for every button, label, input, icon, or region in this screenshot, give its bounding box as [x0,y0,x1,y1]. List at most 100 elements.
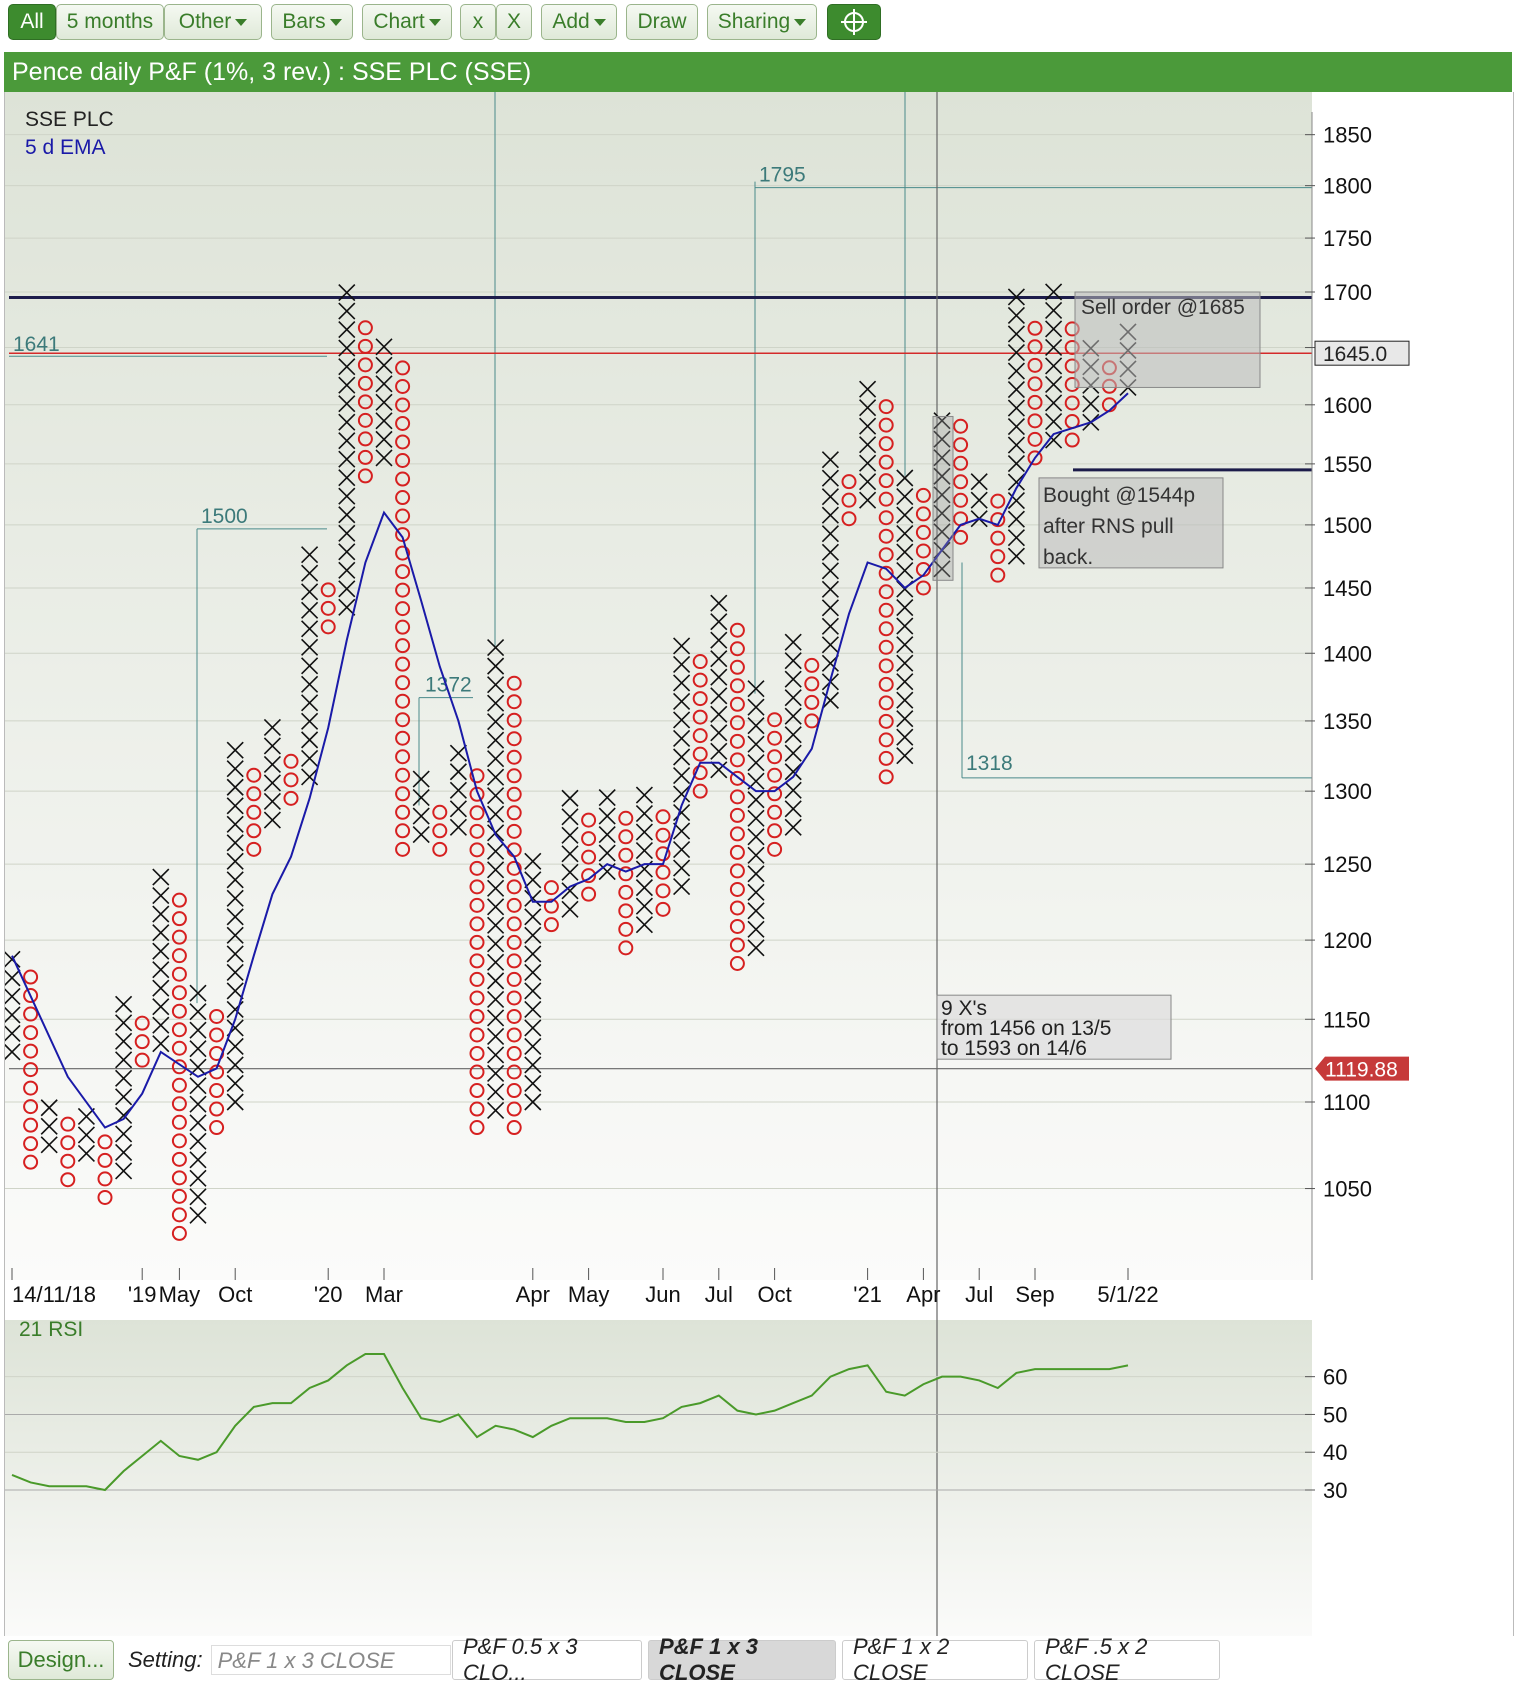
o-mark [804,694,820,710]
x-mark [226,871,244,889]
o-mark [506,1101,522,1117]
o-mark [1027,357,1043,373]
o-mark [395,397,411,413]
setting-select[interactable]: P&F 1 x 3 CLOSE [210,1645,451,1675]
x-mark [933,504,951,522]
x-mark [375,430,393,448]
o-mark [506,1064,522,1080]
o-mark [469,971,485,987]
chart-menu[interactable]: Chart [362,4,452,40]
design-button[interactable]: Design... [8,1640,114,1680]
x-column [412,770,430,844]
period-button[interactable]: 5 months [56,4,164,40]
o-mark [692,728,708,744]
x-mark [375,338,393,356]
o-mark [581,886,597,902]
current-price-label: 1645.0 [1323,343,1387,366]
o-column [767,712,783,857]
x-mark [487,1009,505,1027]
o-mark [171,892,187,908]
x-mark [115,995,133,1013]
x-mark [784,763,802,781]
x-mark [487,953,505,971]
draw-button[interactable]: Draw [626,4,698,40]
o-mark [171,1225,187,1241]
x-mark [673,878,691,896]
x-mark [226,760,244,778]
add-menu[interactable]: Add [541,4,617,40]
all-button[interactable]: All [8,4,56,40]
o-mark [655,864,671,880]
x-mark [859,417,877,435]
o-mark [283,790,299,806]
crosshair-button[interactable] [827,4,881,40]
x-mark [673,766,691,785]
x-mark [301,546,319,564]
x-mark [598,788,616,807]
sell-order-text: Sell order @1685 [1081,296,1245,319]
bought-box [1038,477,1224,569]
o-mark [581,812,597,828]
y-axis: 1050 1100 1150 1200 1250 1300 1350 1400 1450 1500… [1305,112,1410,1280]
x-mark [635,805,653,823]
o-mark [469,823,485,839]
x-mark [3,1043,21,1061]
o-mark [246,786,262,802]
tab-pnf-1x3[interactable]: P&F 1 x 3 CLOSE [648,1634,836,1685]
o-mark [841,474,857,490]
crosshair-price-tag [1315,1056,1409,1081]
x-column [710,594,728,779]
o-column [97,1134,113,1205]
tab-pnf-05x2[interactable]: P&F .5 x 2 CLOSE [1034,1634,1220,1685]
o-mark [953,492,969,508]
o-mark [357,375,373,391]
x-small-button[interactable]: x [460,4,496,40]
x-column [301,546,319,786]
o-column [841,474,857,527]
x-mark [747,791,765,809]
x-mark [487,657,505,675]
o-mark [1027,413,1043,429]
x-mark [263,755,281,774]
setting-group: Setting: P&F 1 x 3 CLOSE [118,1640,483,1680]
o-mark [23,1006,39,1022]
o-mark [469,953,485,969]
o-mark [357,357,373,373]
sharing-menu[interactable]: Sharing [707,4,817,40]
tab-pnf-1x2[interactable]: P&F 1 x 2 CLOSE [842,1634,1028,1685]
target-lines: 1641 1500 1372 1795 1318 [9,92,1312,1004]
x-mark [77,1144,95,1163]
o-column [283,753,299,806]
o-mark [357,468,373,484]
pnf-chart[interactable]: 1641 1500 1372 1795 1318 Sell order @1685 Bou… [3,92,1513,1640]
o-column [878,399,894,785]
other-menu[interactable]: Other [164,4,262,40]
x-mark [859,491,877,509]
o-mark [395,508,411,524]
o-mark [395,656,411,672]
o-column [581,812,597,902]
x-mark [338,339,356,357]
x-mark [301,749,319,767]
o-mark [543,880,559,896]
bought-text: after RNS pull [1043,515,1174,538]
tab-pnf-05x3[interactable]: P&F 0.5 x 3 CLO... [452,1634,642,1685]
o-mark [506,1120,522,1136]
o-mark [395,823,411,839]
x-mark [821,691,839,709]
o-mark [171,1022,187,1038]
o-mark [878,695,894,711]
x-tick-label: May [568,1282,610,1307]
bars-menu[interactable]: Bars [271,4,353,40]
x-column [747,680,765,957]
count-text: from 1456 on 13/5 [941,1017,1111,1040]
chart-frame: 1641 1500 1372 1795 1318 Sell order @1685 Bou… [3,92,1514,1640]
x-mark [524,1019,542,1037]
price-panel-bg [5,92,1312,1280]
x-mark [821,506,839,524]
x-big-button[interactable]: X [496,4,532,40]
x-mark [1082,395,1100,413]
x-mark [226,926,244,944]
x-mark [487,861,505,879]
o-mark [506,897,522,913]
